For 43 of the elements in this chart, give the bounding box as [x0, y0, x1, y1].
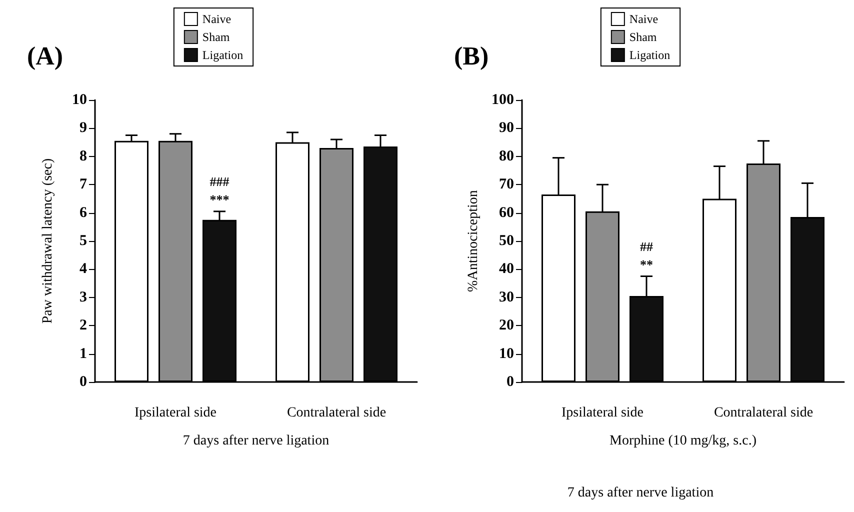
y-tick-label: 10 [72, 92, 87, 108]
chart-title: (A) [27, 42, 64, 70]
x-axis-title: Morphine (10 mg/kg, s.c.) [610, 434, 757, 448]
annotation: *** [210, 192, 230, 207]
x-axis-title: 7 days after nerve ligation [182, 434, 330, 448]
y-tick-label: 1 [80, 346, 87, 362]
y-tick-label: 100 [492, 92, 514, 108]
y-tick-label: 0 [80, 374, 87, 390]
y-axis-title: Paw withdrawal latency (sec) [40, 158, 56, 324]
y-tick-label: 50 [499, 233, 514, 249]
y-tick-label: 10 [499, 346, 514, 362]
legend-label: Ligation [629, 48, 670, 62]
y-tick-label: 7 [80, 176, 88, 193]
y-tick-label: 40 [499, 261, 514, 278]
x-tick-label: Contralateral side [286, 406, 386, 420]
legend-label: Naive [202, 12, 232, 26]
chart-title: (B) [454, 42, 489, 70]
annotation: ** [640, 256, 653, 272]
y-tick-label: 70 [499, 176, 514, 193]
y-tick-label: 5 [80, 233, 87, 249]
y-tick-label: 6 [80, 204, 88, 221]
y-tick-label: 80 [499, 148, 514, 164]
x-tick-label: Contralateral side [714, 406, 814, 420]
y-tick-label: 60 [499, 204, 514, 221]
legend-label: Naive [629, 12, 658, 26]
legend-label: Sham [629, 30, 658, 44]
x-tick-label: Ipsilateral side [134, 406, 217, 420]
y-tick-label: 30 [499, 289, 514, 306]
x-tick-label: Ipsilateral side [561, 406, 644, 420]
annotation: ## [640, 238, 654, 254]
y-tick-label: 3 [80, 289, 87, 306]
y-tick-label: 4 [80, 261, 88, 278]
legend-label: Sham [202, 30, 230, 44]
y-tick-label: 9 [80, 120, 87, 136]
text: 7 days after nerve ligation [567, 486, 714, 500]
y-tick-label: 8 [80, 148, 87, 164]
y-axis-title: %Antinociception [466, 190, 482, 292]
y-tick-label: 2 [80, 318, 87, 334]
legend-label: Ligation [202, 48, 244, 62]
annotation: ### [210, 174, 230, 189]
y-tick-label: 0 [506, 374, 514, 390]
y-tick-label: 20 [499, 318, 514, 334]
y-tick-label: 90 [499, 120, 514, 136]
